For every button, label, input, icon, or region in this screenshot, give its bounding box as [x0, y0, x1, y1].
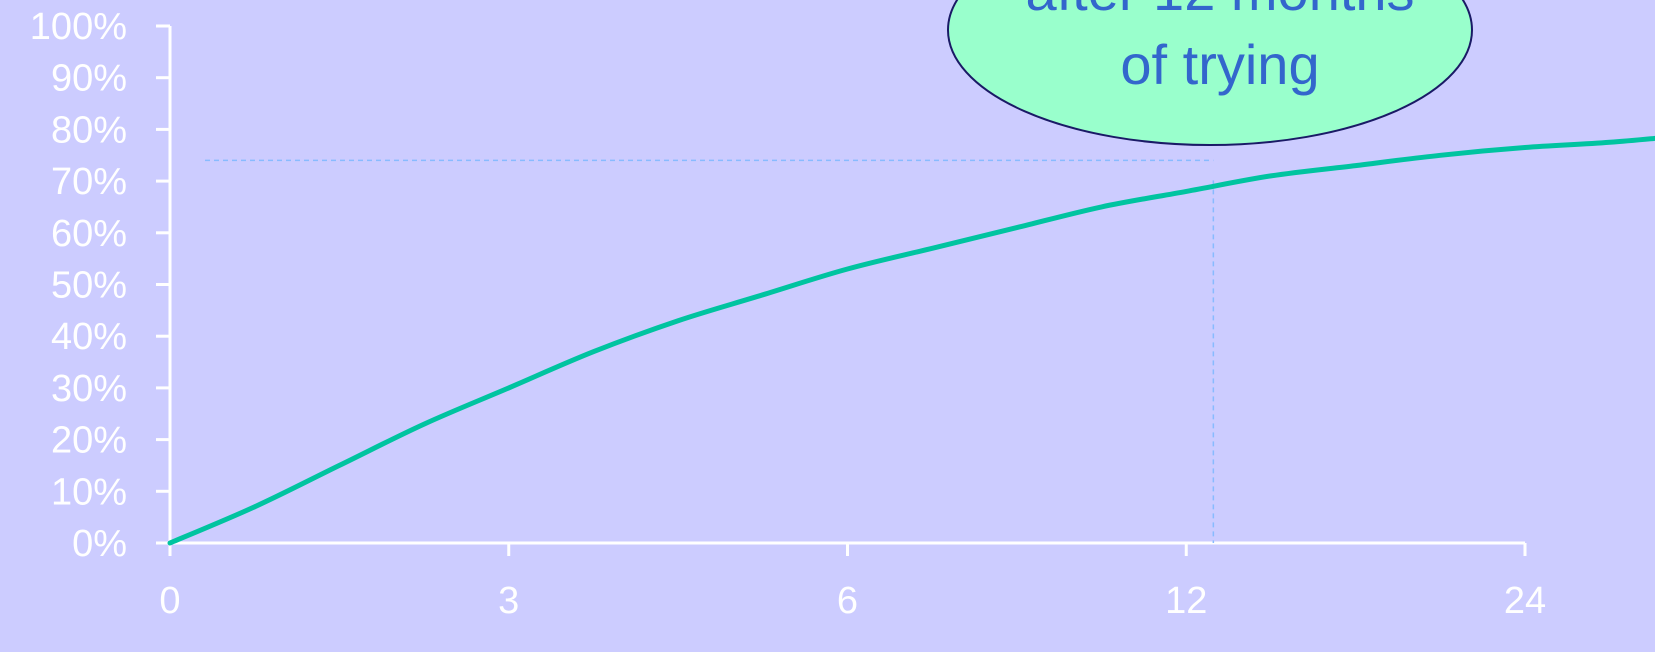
y-tick-label: 20%: [51, 420, 127, 462]
y-tick-label: 60%: [51, 213, 127, 255]
axes: 0% 10% 20% 30% 40% 50% 60% 70% 80% 90% 100% 0 3 6 12 24: [30, 6, 1546, 622]
series-line-0: [167, 135, 1655, 546]
y-tick-label: 100%: [30, 6, 127, 48]
reference-lines: [205, 159, 1215, 543]
y-tick-label: 40%: [51, 316, 127, 358]
y-tick-label: 30%: [51, 368, 127, 410]
y-tick-label: 80%: [51, 109, 127, 151]
callout: after 12 months of trying: [947, 0, 1473, 146]
x-tick-label: 3: [498, 580, 519, 622]
x-tick-label: 0: [159, 580, 180, 622]
y-tick-label: 50%: [51, 265, 127, 307]
y-tick-label: 90%: [51, 58, 127, 100]
x-tick-label: 6: [837, 580, 858, 622]
y-tick-label: 70%: [51, 161, 127, 203]
series-layer: [167, 135, 1655, 546]
y-tick-label: 10%: [51, 471, 127, 513]
y-tick-label: 0%: [72, 523, 127, 565]
callout-text-line: of trying: [1120, 33, 1319, 96]
x-tick-label: 24: [1504, 580, 1546, 622]
callout-bubble: [947, 0, 1473, 146]
callout-text-line: after 12 months: [1025, 0, 1414, 22]
x-tick-label: 12: [1165, 580, 1207, 622]
